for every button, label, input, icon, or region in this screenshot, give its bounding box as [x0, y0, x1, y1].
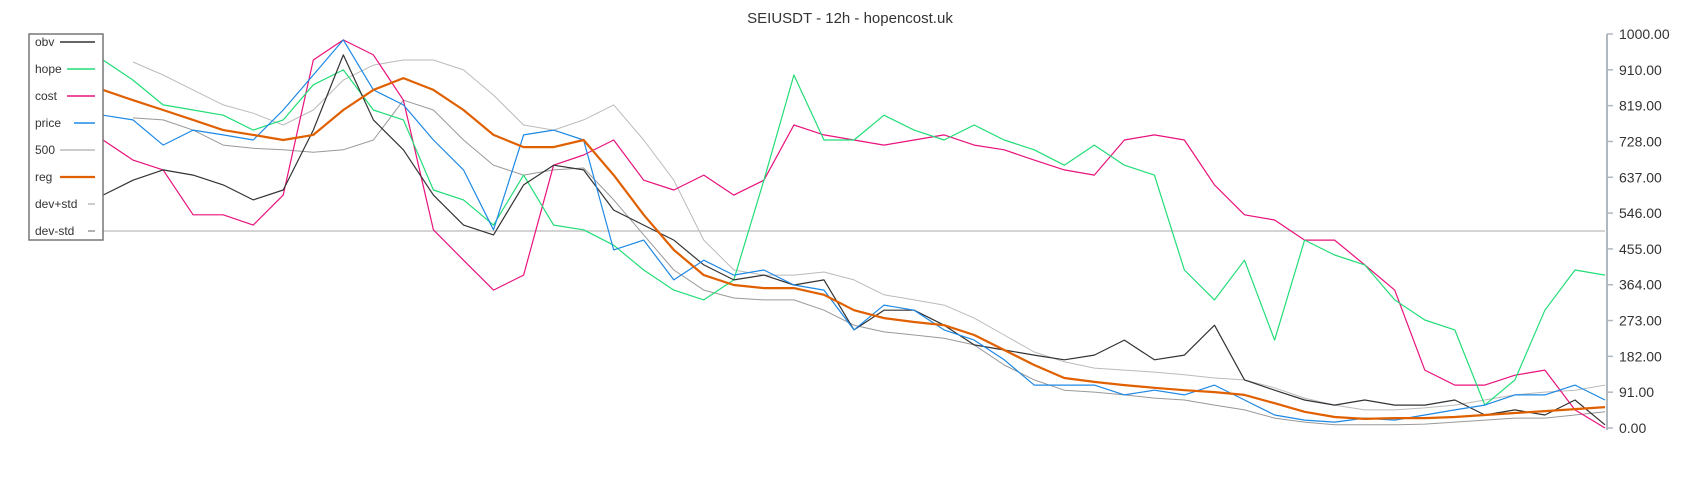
legend-label: reg	[35, 170, 52, 184]
series-line-cost	[102, 39, 1606, 429]
series-line-dev-std	[132, 59, 1606, 411]
y-tick-label: 0.00	[1619, 420, 1646, 436]
chart-title: SEIUSDT - 12h - hopencost.uk	[747, 10, 953, 27]
y-tick-label: 455.00	[1619, 241, 1662, 257]
y-tick-label: 1000.00	[1619, 26, 1670, 42]
legend-label: obv	[35, 35, 54, 49]
legend-label: cost	[35, 89, 58, 103]
y-tick-label: 910.00	[1619, 62, 1662, 78]
legend-label: dev+std	[35, 197, 77, 211]
series-line-dev-std	[132, 99, 1606, 426]
y-tick-label: 546.00	[1619, 205, 1662, 221]
y-tick-label: 728.00	[1619, 133, 1662, 149]
series-line-obv	[102, 54, 1606, 426]
y-tick-label: 91.00	[1619, 384, 1654, 400]
y-tick-label: 364.00	[1619, 277, 1662, 293]
legend-label: price	[35, 116, 61, 130]
series-line-reg	[102, 77, 1606, 420]
series-line-hope	[102, 59, 1606, 406]
y-tick-label: 273.00	[1619, 313, 1662, 329]
series-line-price	[102, 39, 1606, 423]
y-tick-label: 637.00	[1619, 169, 1662, 185]
legend-label: 500	[35, 143, 55, 157]
legend-label: hope	[35, 62, 62, 76]
y-tick-label: 182.00	[1619, 348, 1662, 364]
y-tick-label: 819.00	[1619, 98, 1662, 114]
legend-label: dev-std	[35, 224, 74, 238]
